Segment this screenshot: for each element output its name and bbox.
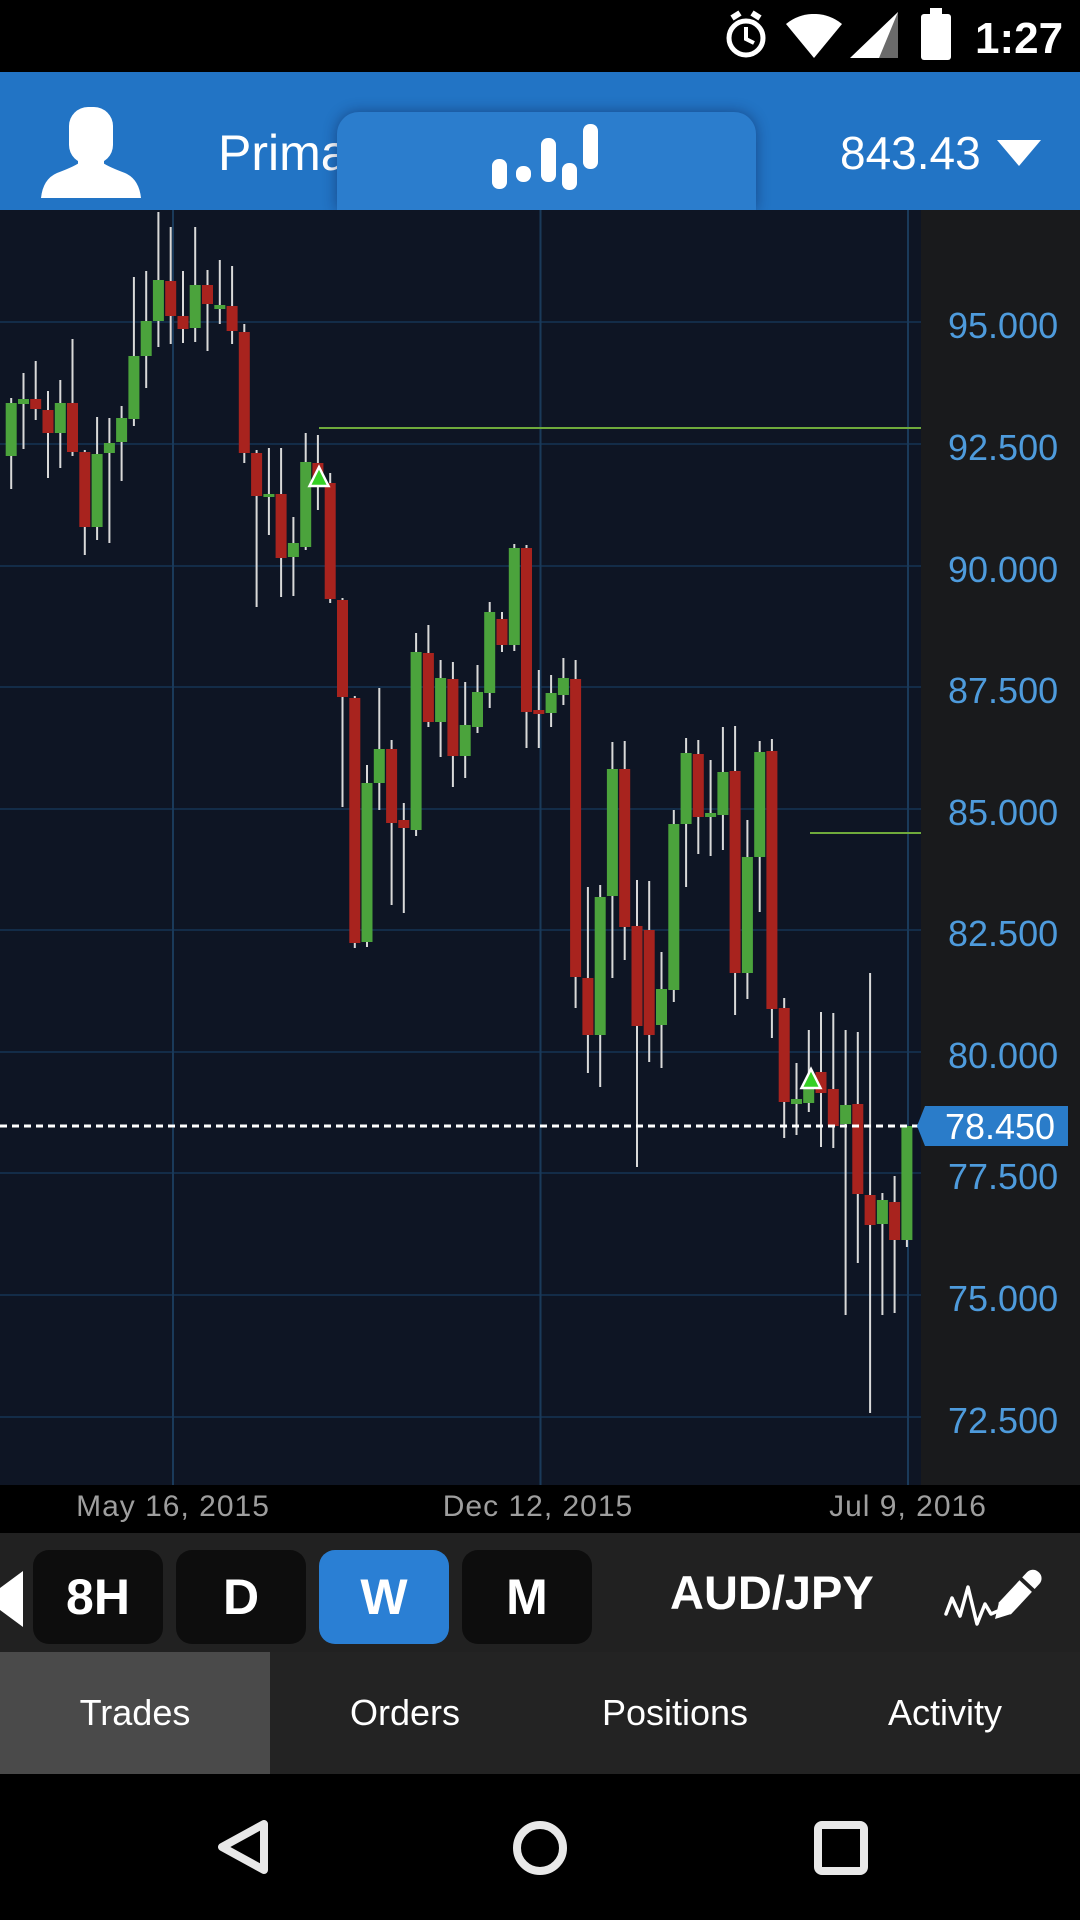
svg-text:75.000: 75.000 — [948, 1278, 1058, 1319]
svg-text:90.000: 90.000 — [948, 549, 1058, 590]
svg-text:82.500: 82.500 — [948, 913, 1058, 954]
svg-text:80.000: 80.000 — [948, 1035, 1058, 1076]
svg-text:92.500: 92.500 — [948, 427, 1058, 468]
svg-text:85.000: 85.000 — [948, 792, 1058, 833]
svg-text:95.000: 95.000 — [948, 305, 1058, 346]
svg-text:87.500: 87.500 — [948, 670, 1058, 711]
svg-text:78.450: 78.450 — [945, 1106, 1055, 1147]
svg-text:77.500: 77.500 — [948, 1156, 1058, 1197]
svg-text:72.500: 72.500 — [948, 1400, 1058, 1441]
